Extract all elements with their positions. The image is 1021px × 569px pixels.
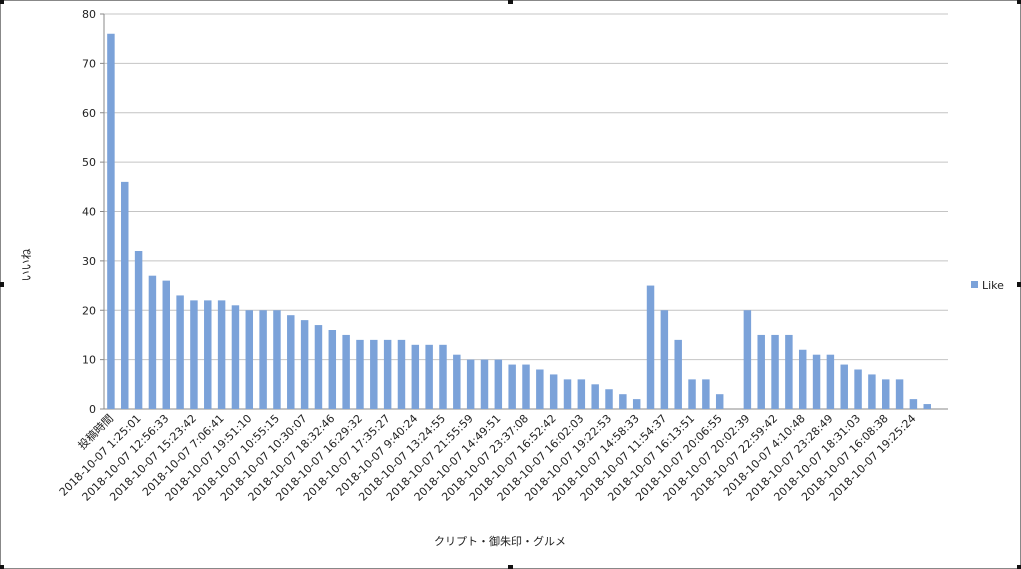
bar: [702, 379, 710, 409]
bar: [121, 181, 129, 409]
bar: [619, 394, 627, 409]
y-axis-title: いいね: [20, 249, 33, 282]
bar: [397, 339, 406, 409]
bar: [231, 305, 240, 409]
bar: [453, 354, 461, 409]
y-tick-label: 60: [82, 107, 96, 120]
bar: [439, 344, 447, 409]
bar: [383, 339, 392, 409]
bar: [508, 364, 516, 409]
bar: [370, 339, 378, 409]
bar: [494, 359, 503, 409]
bar: [909, 399, 918, 409]
y-tick-label: 40: [82, 206, 96, 219]
bar: [563, 379, 572, 409]
bar: [605, 389, 613, 409]
bar: [646, 285, 655, 409]
bar: [757, 334, 765, 409]
bar: [743, 310, 752, 409]
bar: [785, 334, 793, 409]
bar: [854, 369, 862, 409]
bar: [591, 384, 599, 409]
bar: [134, 251, 143, 409]
bar: [660, 310, 669, 409]
legend-label: Like: [982, 279, 1004, 292]
bar: [923, 404, 931, 409]
bar: [300, 320, 309, 409]
bar: [328, 330, 337, 409]
bar: [425, 344, 433, 409]
bar: [522, 364, 530, 409]
bar: [840, 364, 848, 409]
y-tick-label: 80: [82, 8, 96, 21]
bar: [536, 369, 544, 409]
bar: [162, 280, 170, 409]
bar: [466, 359, 475, 409]
bar: [577, 379, 586, 409]
bar: [674, 339, 682, 409]
y-tick-label: 20: [82, 304, 96, 317]
bar: [342, 334, 350, 409]
y-tick-label: 50: [82, 156, 96, 169]
bar: [176, 295, 184, 409]
bar: [217, 300, 226, 409]
bar: [798, 349, 807, 409]
bar: [107, 33, 115, 409]
bar: [148, 275, 157, 409]
bar: [826, 354, 835, 409]
bar: [314, 325, 323, 409]
bar: [411, 344, 420, 409]
bar: [245, 310, 254, 409]
bar: [480, 359, 489, 409]
legend-swatch: [971, 281, 978, 288]
bar: [632, 399, 641, 409]
bar: [771, 334, 779, 409]
bar: [715, 394, 724, 409]
bar: [882, 379, 890, 409]
bar: [812, 354, 821, 409]
y-tick-label: 10: [82, 354, 96, 367]
bar: [190, 300, 198, 409]
bar: [356, 339, 364, 409]
x-axis-title: クリプト・御朱印・グルメ: [434, 534, 566, 548]
bar: [204, 300, 212, 409]
bar: [287, 315, 295, 409]
bar: [549, 374, 558, 409]
y-tick-label: 0: [89, 403, 96, 416]
bar: [259, 310, 267, 409]
y-tick-label: 70: [82, 57, 96, 70]
bar: [688, 379, 696, 409]
bar: [895, 379, 904, 409]
y-tick-label: 30: [82, 255, 96, 268]
bar: [868, 374, 876, 409]
bar: [273, 310, 281, 409]
